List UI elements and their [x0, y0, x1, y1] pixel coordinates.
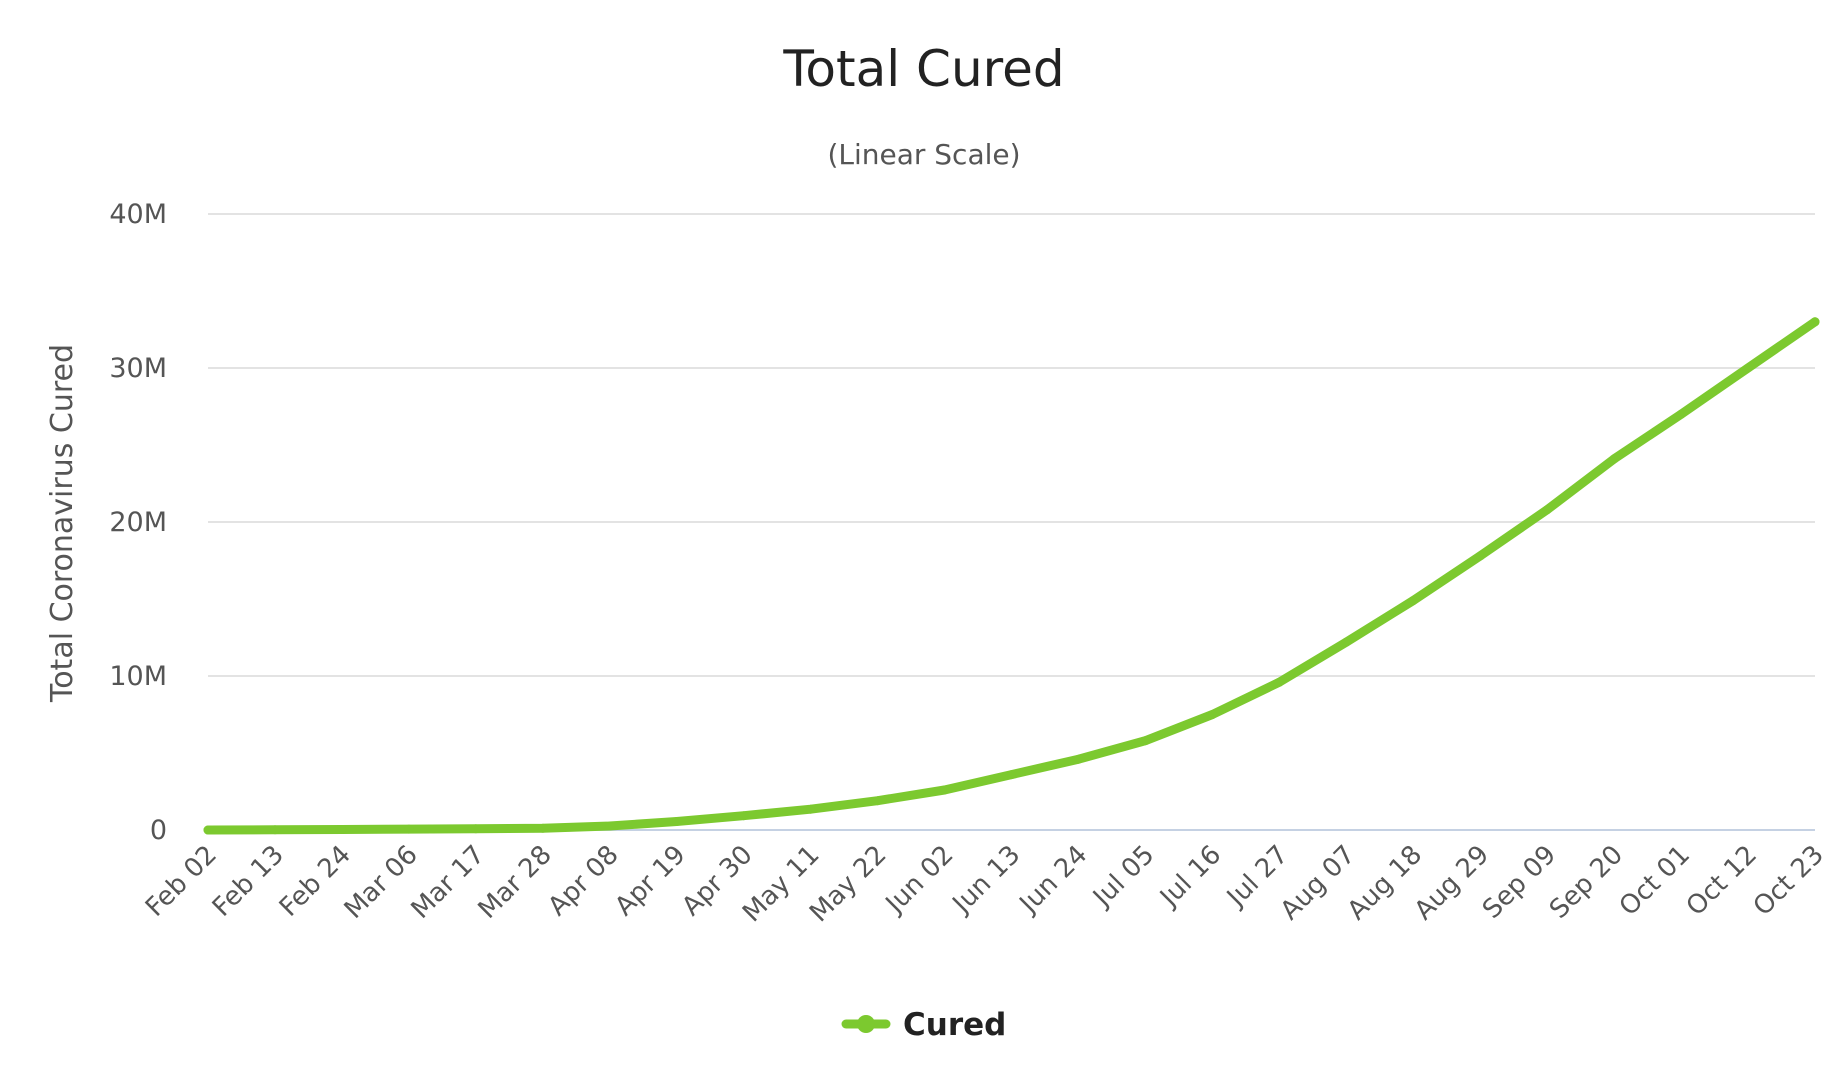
legend-cured-symbol-marker [857, 1015, 875, 1033]
x-tick-label: Apr 08 [542, 840, 624, 922]
data-point[interactable] [1207, 710, 1217, 719]
x-tick-label: Feb 02 [140, 840, 223, 923]
data-point[interactable] [337, 825, 347, 834]
x-tick-label: Sep 09 [1477, 840, 1562, 925]
data-point[interactable] [1542, 505, 1552, 515]
y-tick-label: 10M [109, 661, 167, 692]
x-tick-label: Jun 24 [1013, 840, 1094, 921]
data-point[interactable] [806, 804, 816, 814]
x-tick-label: Jun 02 [879, 840, 960, 921]
data-point[interactable] [605, 821, 615, 831]
x-tick-label: Aug 07 [1275, 840, 1361, 926]
y-tick-label: 40M [109, 199, 167, 230]
x-tick-label: Oct 23 [1748, 840, 1830, 922]
data-point[interactable] [203, 825, 213, 835]
x-tick-label: Aug 18 [1342, 840, 1428, 926]
data-point[interactable] [1140, 736, 1150, 746]
data-point[interactable] [471, 824, 481, 834]
y-tick-label: 30M [109, 353, 167, 384]
data-point[interactable] [270, 825, 280, 835]
x-tick-label: Mar 06 [339, 840, 424, 925]
data-point[interactable] [538, 823, 548, 833]
data-point[interactable] [1609, 454, 1619, 464]
x-tick-label: Jul 05 [1086, 840, 1160, 914]
data-point[interactable] [672, 817, 682, 826]
x-tick-label: Apr 19 [609, 840, 691, 922]
x-tick-label: Oct 12 [1681, 840, 1763, 922]
legend[interactable]: Cured [841, 1007, 1006, 1043]
x-tick-label: Mar 17 [406, 840, 491, 925]
x-tick-label: Mar 28 [473, 840, 558, 925]
x-tick-label: Aug 29 [1409, 840, 1495, 926]
gridlines [208, 213, 1815, 677]
data-point[interactable] [1074, 754, 1083, 764]
x-tick-label: Jul 16 [1153, 840, 1227, 914]
data-point[interactable] [1274, 677, 1284, 687]
x-tick-label: Jun 13 [946, 840, 1027, 921]
x-tick-label: Oct 01 [1614, 840, 1696, 922]
series-layer [203, 317, 1820, 835]
data-point[interactable] [1341, 637, 1351, 647]
y-axis-title: Total Coronavirus Cured [45, 344, 80, 703]
data-point[interactable] [1408, 596, 1418, 605]
data-point[interactable] [1475, 551, 1485, 561]
data-point[interactable] [1676, 409, 1686, 419]
chart-subtitle: (Linear Scale) [827, 138, 1020, 171]
data-point[interactable] [404, 824, 414, 834]
data-point[interactable] [739, 811, 749, 821]
data-point[interactable] [1007, 770, 1016, 780]
x-tick-label: Sep 20 [1544, 840, 1629, 925]
series-line-cured[interactable] [203, 317, 1820, 835]
data-point[interactable] [1810, 317, 1820, 327]
data-point[interactable] [940, 785, 949, 795]
y-tick-label: 0 [150, 815, 167, 846]
data-point[interactable] [1743, 363, 1753, 373]
data-point[interactable] [873, 796, 883, 806]
y-tick-label: 20M [109, 507, 167, 538]
chart-title: Total Cured [782, 40, 1064, 98]
y-axis-ticks: 0 10M 20M 30M 40M [109, 199, 167, 846]
x-tick-label: Feb 13 [207, 840, 290, 923]
legend-cured-label: Cured [903, 1007, 1006, 1043]
